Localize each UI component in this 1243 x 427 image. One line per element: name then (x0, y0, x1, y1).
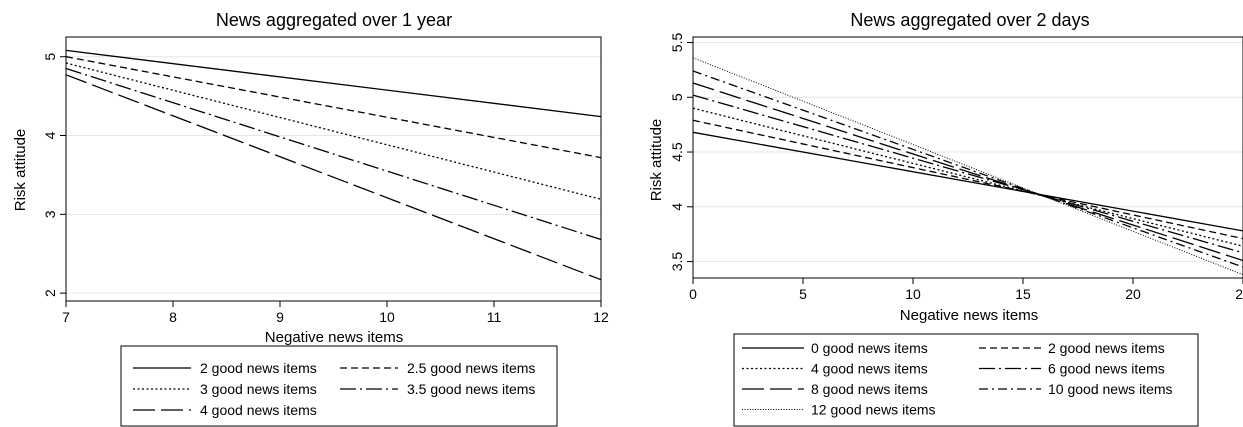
x-tick-label: 25 (1235, 286, 1243, 302)
series-line (65, 49, 602, 118)
series-line (65, 62, 602, 200)
x-tick-label: 20 (1125, 286, 1141, 302)
legend: 0 good news items 2 good news items 4 good… (742, 340, 1173, 418)
series-line (692, 94, 1243, 254)
x-axis-label: Negative news items (900, 307, 1038, 324)
gridlines (693, 41, 1243, 263)
chart-title: News aggregated over 2 days (850, 10, 1089, 30)
y-axis: 2 3 4 5 (42, 53, 66, 297)
series-line (65, 56, 602, 159)
legend-label: 3.5 good news items (407, 381, 535, 397)
y-tick-label: 5.5 (669, 33, 685, 53)
legend-label: 2.5 good news items (407, 360, 535, 376)
x-tick-label: 9 (276, 309, 284, 325)
series-line (65, 74, 602, 281)
x-tick-label: 10 (905, 286, 921, 302)
plot-area (692, 36, 1243, 279)
series-line (692, 131, 1243, 232)
series-line (692, 119, 1243, 240)
series-line (692, 70, 1243, 268)
y-axis: 3.5 4 4.5 5 5.5 (669, 33, 693, 272)
x-axis: 7 8 9 10 11 12 (62, 301, 609, 325)
y-axis-label: Risk attitude (12, 129, 29, 212)
chart-title: News aggregated over 1 year (216, 10, 452, 30)
x-tick-label: 12 (593, 309, 609, 325)
legend-label: 2 good news items (1048, 340, 1165, 356)
plot-area (65, 36, 602, 302)
x-tick-label: 10 (379, 309, 395, 325)
y-tick-label: 4 (669, 203, 685, 211)
legend-label: 12 good news items (811, 402, 936, 418)
y-axis-label: Risk attitude (648, 119, 665, 202)
y-tick-label: 5 (669, 93, 685, 101)
legend-label: 0 good news items (811, 340, 928, 356)
series-lines (65, 49, 602, 281)
legend: 2 good news items 2.5 good news items 3 go… (133, 360, 535, 418)
legend-label: 6 good news items (1048, 361, 1165, 377)
legend-label: 3 good news items (200, 381, 317, 397)
series-line (65, 67, 602, 241)
x-tick-label: 0 (689, 286, 697, 302)
y-tick-label: 3 (42, 210, 58, 218)
series-line (692, 82, 1243, 262)
x-tick-label: 5 (799, 286, 807, 302)
y-tick-label: 2 (42, 289, 58, 297)
x-tick-label: 11 (487, 309, 502, 325)
legend-label: 4 good news items (200, 402, 317, 418)
series-line (692, 107, 1243, 247)
y-tick-label: 4.5 (669, 142, 685, 162)
gridlines (66, 56, 601, 294)
x-axis-label: Negative news items (265, 329, 403, 346)
legend-label: 10 good news items (1048, 381, 1173, 397)
x-tick-label: 7 (62, 309, 70, 325)
series-line (692, 57, 1243, 276)
legend-box (120, 345, 558, 427)
legend-label: 8 good news items (811, 381, 928, 397)
x-tick-label: 8 (169, 309, 177, 325)
y-tick-label: 4 (42, 131, 58, 139)
x-axis: 0 5 10 15 20 25 (689, 278, 1243, 302)
legend-label: 2 good news items (200, 360, 317, 376)
legend-label: 4 good news items (811, 361, 928, 377)
x-tick-label: 15 (1015, 286, 1031, 302)
chart-right: News aggregated over 2 days 0 5 10 15 20 25 3… (648, 10, 1243, 427)
y-tick-label: 5 (42, 53, 58, 61)
chart-left: News aggregated over 1 year 7 8 9 10 11 12 2 3… (12, 10, 609, 427)
y-tick-label: 3.5 (669, 252, 685, 272)
legend-box (733, 333, 1199, 427)
series-lines (692, 57, 1243, 276)
